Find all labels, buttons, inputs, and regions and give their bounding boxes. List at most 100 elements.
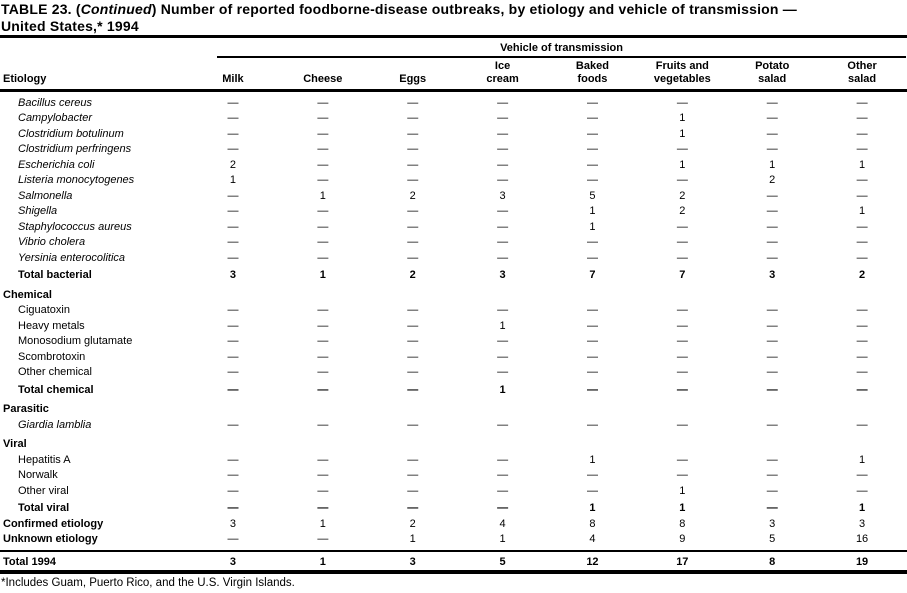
table-row: Parasitic — [0, 402, 907, 418]
value-cell: 5 — [589, 189, 596, 202]
spanner-rule — [217, 56, 906, 58]
value-cell: — — [856, 189, 868, 202]
column-header-line1: Fruits and — [655, 60, 709, 72]
value-cell: 2 — [859, 269, 866, 282]
table-row: Ciguatoxin — — — — — — — — — [0, 303, 907, 319]
value-cell: — — [856, 220, 868, 233]
value-cell: — — [766, 383, 778, 396]
value-cell: — — [497, 304, 509, 317]
value-cell: — — [497, 251, 509, 264]
value-cell: — — [766, 205, 778, 218]
value-cell: — — [497, 236, 509, 249]
etiology-cell: Hepatitis A — [18, 453, 71, 466]
etiology-cell: Norwalk — [18, 469, 58, 482]
value-cell: — — [676, 236, 688, 249]
value-cell: — — [407, 304, 419, 317]
value-cell: 2 — [409, 189, 416, 202]
value-cell: — — [856, 335, 868, 348]
title-suffix: ) Number of reported foodborne-disease o… — [151, 1, 797, 17]
value-cell: — — [497, 220, 509, 233]
value-cell: — — [317, 220, 329, 233]
value-cell: — — [227, 469, 239, 482]
table-row: Unknown etiology — — 1 1 4 9 5 16 — [0, 532, 907, 548]
etiology-cell: Confirmed etiology — [3, 517, 104, 530]
value-cell: — — [317, 158, 329, 171]
value-cell: — — [586, 158, 598, 171]
value-cell: 2 — [229, 158, 236, 171]
column-header-line1: Potato — [755, 60, 790, 72]
value-cell: 1 — [679, 112, 686, 125]
value-cell: — — [856, 418, 868, 431]
value-cell: — — [407, 236, 419, 249]
value-cell: — — [766, 189, 778, 202]
value-cell: — — [497, 502, 509, 515]
bottom-rule — [0, 569, 907, 574]
value-cell: — — [227, 251, 239, 264]
value-cell: — — [766, 335, 778, 348]
value-cell: — — [586, 418, 598, 431]
etiology-cell: Salmonella — [18, 189, 73, 202]
value-cell: 1 — [859, 205, 866, 218]
table-row: Total viral — — — — 1 1 — 1 — [0, 501, 907, 517]
value-cell: — — [227, 383, 239, 396]
value-cell: — — [497, 469, 509, 482]
value-cell: — — [497, 350, 509, 363]
table-row: Monosodium glutamate — — — — — — — — — [0, 334, 907, 350]
value-cell: — — [497, 484, 509, 497]
value-cell: — — [227, 304, 239, 317]
table-row: Scombrotoxin — — — — — — — — — [0, 349, 907, 365]
value-cell: — — [586, 304, 598, 317]
value-cell: — — [317, 304, 329, 317]
etiology-cell: Total viral — [18, 502, 70, 515]
etiology-cell: Shigella — [18, 205, 58, 218]
value-cell: — — [766, 453, 778, 466]
value-cell: 16 — [855, 533, 869, 546]
value-cell: — — [766, 304, 778, 317]
value-cell: — — [407, 418, 419, 431]
value-cell: — — [407, 174, 419, 187]
value-cell: — — [407, 366, 419, 379]
etiology-cell: Scombrotoxin — [18, 350, 86, 363]
value-cell: 19 — [855, 555, 869, 568]
title-rule — [0, 35, 907, 38]
value-cell: — — [676, 383, 688, 396]
column-header: Fruits and vegetables — [637, 60, 727, 87]
value-cell: 1 — [409, 533, 416, 546]
value-cell: — — [407, 502, 419, 515]
value-cell: — — [407, 484, 419, 497]
value-cell: — — [407, 112, 419, 125]
value-cell: — — [317, 335, 329, 348]
value-cell: — — [497, 127, 509, 140]
value-cell: 3 — [499, 189, 506, 202]
value-cell: — — [856, 304, 868, 317]
value-cell: 9 — [679, 533, 686, 546]
value-cell: — — [766, 236, 778, 249]
value-cell: — — [586, 319, 598, 332]
value-cell: — — [766, 96, 778, 109]
value-cell: — — [227, 143, 239, 156]
value-cell: 3 — [769, 517, 776, 530]
value-cell: — — [227, 350, 239, 363]
value-cell: 2 — [769, 174, 776, 187]
value-cell: — — [497, 174, 509, 187]
value-cell: — — [317, 319, 329, 332]
value-cell: — — [856, 469, 868, 482]
value-cell: 1 — [679, 158, 686, 171]
table-row: Total bacterial 3 1 2 3 7 7 3 2 — [0, 268, 907, 284]
value-cell: — — [676, 469, 688, 482]
value-cell: — — [227, 127, 239, 140]
value-cell: — — [856, 350, 868, 363]
table-row: Other chemical — — — — — — — — — [0, 365, 907, 381]
value-cell: 3 — [859, 517, 866, 530]
value-cell: 1 — [859, 502, 866, 515]
etiology-cell: Chemical — [3, 288, 52, 301]
value-cell: — — [766, 319, 778, 332]
table-row: Yersinia enterocolitica — — — — — — — — — [0, 250, 907, 266]
value-cell: 1 — [589, 205, 596, 218]
value-cell: — — [856, 484, 868, 497]
value-cell: 1 — [679, 127, 686, 140]
value-cell: 1 — [589, 220, 596, 233]
value-cell: — — [407, 143, 419, 156]
etiology-cell: Clostridium perfringens — [18, 143, 132, 156]
value-cell: — — [317, 502, 329, 515]
